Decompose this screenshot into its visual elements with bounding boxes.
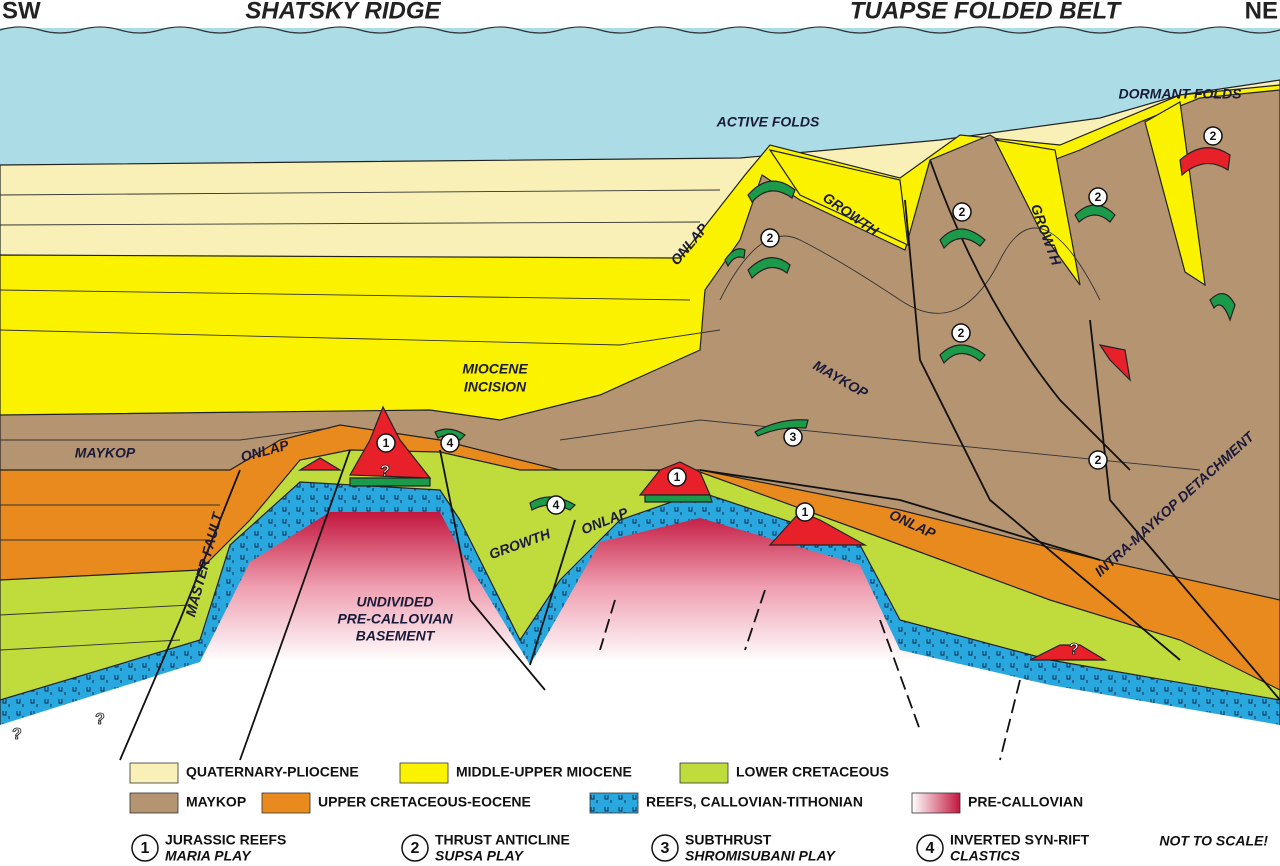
marker-circle [1088, 187, 1108, 207]
play-title: JURASSIC REEFS [165, 832, 286, 848]
play-title: SUBTHRUST [685, 832, 772, 848]
marker-number: 2 [1095, 453, 1102, 467]
header: SW SHATSKY RIDGE TUAPSE FOLDED BELT NE [2, 0, 1278, 24]
faults [119, 159, 1280, 761]
right-title: TUAPSE FOLDED BELT [850, 0, 1123, 24]
legend-label: LOWER CRETACEOUS [736, 764, 889, 780]
marker-circle [440, 433, 460, 453]
section-label: MIOCENE [462, 361, 528, 377]
question-mark: ? [12, 726, 22, 743]
play-title: THRUST ANTICLINE [435, 832, 570, 848]
marker-number: 3 [790, 430, 797, 444]
growth-wedges [768, 101, 1206, 287]
marker-circle [783, 427, 803, 447]
marker-number: 4 [447, 436, 454, 450]
play-circle [651, 834, 679, 862]
legend-swatch [129, 792, 179, 814]
question-mark: ? [380, 463, 390, 480]
marker-number: 2 [767, 231, 774, 245]
marker-circle [951, 323, 971, 343]
question-mark: ? [95, 711, 105, 728]
play-title: INVERTED SYN-RIFT [950, 832, 1090, 848]
section-label: MAYKOP [75, 445, 136, 461]
section-label: INCISION [464, 379, 527, 395]
play-subtitle: MARIA PLAY [165, 848, 252, 864]
legend-label: REEFS, CALLOVIAN-TITHONIAN [646, 794, 863, 810]
play-number: 4 [926, 840, 935, 857]
legend-label: QUATERNARY-PLIOCENE [186, 764, 359, 780]
marker-circle [1088, 450, 1108, 470]
legend-label: UPPER CRETACEOUS-EOCENE [318, 794, 531, 810]
left-title: SHATSKY RIDGE [245, 0, 441, 24]
reef [1098, 147, 1231, 382]
marker-number: 2 [1095, 190, 1102, 204]
play-number: 3 [661, 840, 670, 857]
marker-number: 4 [553, 498, 560, 512]
section-label: PRE-CALLOVIAN [337, 611, 453, 627]
reef [1029, 644, 1108, 661]
marker-circle [1203, 126, 1223, 146]
marker-circle [760, 228, 780, 248]
marker-number: 1 [674, 470, 681, 484]
legend: QUATERNARY-PLIOCENE MIDDLE-UPPER MIOCENE L… [129, 762, 1090, 864]
question-mark: ? [1069, 641, 1079, 658]
marker-circle [546, 495, 566, 515]
marker-circle [952, 202, 972, 222]
section-label: UNDIVIDED [356, 594, 433, 610]
legend-swatch [679, 762, 729, 784]
marker-number: 2 [959, 205, 966, 219]
legend-label: PRE-CALLOVIAN [968, 794, 1083, 810]
ne-label: NE [1245, 0, 1278, 24]
legend-swatch [399, 762, 449, 784]
legend-label: MIDDLE-UPPER MIOCENE [456, 764, 632, 780]
marker-number: 1 [383, 436, 390, 450]
pre-callovian [0, 512, 1280, 762]
marker-number: 2 [958, 326, 965, 340]
layers [0, 26, 1280, 762]
marker-circle [376, 433, 396, 453]
play-circle [401, 834, 429, 862]
play-subtitle: SHROMISUBANI PLAY [685, 848, 837, 864]
play-subtitle: SUPSA PLAY [435, 848, 525, 864]
scale-note: NOT TO SCALE! [1159, 833, 1268, 849]
marker-number: 1 [802, 505, 809, 519]
legend-swatch [129, 762, 179, 784]
bedding [0, 189, 1201, 651]
play-subtitle: CLASTICS [950, 848, 1021, 864]
sea-surface [0, 26, 1280, 34]
legend-swatch [911, 792, 961, 814]
play-number: 1 [141, 840, 150, 857]
marker-number: 2 [1210, 129, 1217, 143]
play-markers: 1 1 1 2 2 2 2 2 2 3 4 4???? [12, 126, 1223, 744]
legend-swatch [589, 792, 639, 814]
reef [768, 511, 868, 546]
section-label: BASEMENT [356, 628, 436, 644]
legend-swatch [261, 792, 311, 814]
play-number: 2 [411, 840, 420, 857]
section-label: DORMANT FOLDS [1119, 86, 1243, 102]
section-label: ACTIVE FOLDS [716, 114, 820, 130]
marker-circle [795, 502, 815, 522]
legend-label: MAYKOP [186, 794, 246, 810]
marker-circle [667, 467, 687, 487]
play-circle [916, 834, 944, 862]
reef [297, 457, 343, 471]
sw-label: SW [2, 0, 41, 24]
play-circle [131, 834, 159, 862]
